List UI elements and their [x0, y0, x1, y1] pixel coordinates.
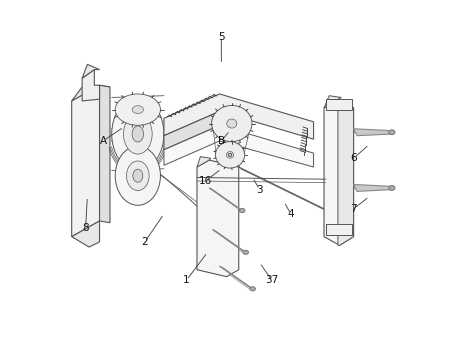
- Polygon shape: [197, 160, 239, 277]
- Ellipse shape: [389, 130, 395, 135]
- Text: 37: 37: [265, 275, 278, 285]
- Text: A: A: [100, 136, 107, 146]
- Polygon shape: [197, 157, 211, 167]
- Polygon shape: [219, 266, 253, 289]
- Text: 5: 5: [218, 32, 225, 41]
- Polygon shape: [164, 125, 314, 167]
- Polygon shape: [72, 85, 110, 101]
- Ellipse shape: [211, 105, 252, 142]
- Polygon shape: [164, 111, 219, 150]
- Polygon shape: [82, 70, 100, 101]
- Polygon shape: [213, 230, 246, 252]
- Ellipse shape: [132, 106, 144, 113]
- Ellipse shape: [123, 114, 152, 154]
- Text: 1: 1: [183, 275, 190, 285]
- Ellipse shape: [227, 151, 234, 158]
- Text: 16: 16: [199, 176, 212, 186]
- Ellipse shape: [243, 250, 248, 254]
- Text: 7: 7: [350, 204, 357, 214]
- Polygon shape: [324, 96, 341, 108]
- Ellipse shape: [227, 119, 237, 128]
- Polygon shape: [72, 85, 100, 237]
- Ellipse shape: [389, 185, 395, 190]
- Ellipse shape: [132, 126, 144, 142]
- Ellipse shape: [133, 169, 143, 182]
- Polygon shape: [72, 221, 100, 247]
- Polygon shape: [354, 184, 392, 191]
- Polygon shape: [338, 99, 354, 245]
- Ellipse shape: [115, 146, 160, 205]
- Polygon shape: [354, 129, 392, 136]
- Polygon shape: [209, 188, 242, 211]
- Ellipse shape: [228, 153, 232, 157]
- Ellipse shape: [112, 97, 164, 171]
- Text: 2: 2: [141, 237, 148, 247]
- Polygon shape: [164, 94, 314, 139]
- Ellipse shape: [239, 208, 245, 213]
- Ellipse shape: [115, 94, 160, 125]
- Polygon shape: [82, 64, 100, 78]
- Polygon shape: [324, 99, 354, 245]
- Polygon shape: [100, 85, 110, 223]
- Text: 6: 6: [350, 153, 357, 163]
- Text: 4: 4: [288, 209, 294, 219]
- Ellipse shape: [127, 161, 149, 191]
- Text: 3: 3: [256, 185, 263, 195]
- Polygon shape: [326, 99, 352, 110]
- Ellipse shape: [250, 287, 255, 291]
- Polygon shape: [326, 224, 352, 235]
- Text: B: B: [218, 136, 225, 146]
- Ellipse shape: [215, 142, 245, 168]
- Text: 8: 8: [82, 223, 89, 233]
